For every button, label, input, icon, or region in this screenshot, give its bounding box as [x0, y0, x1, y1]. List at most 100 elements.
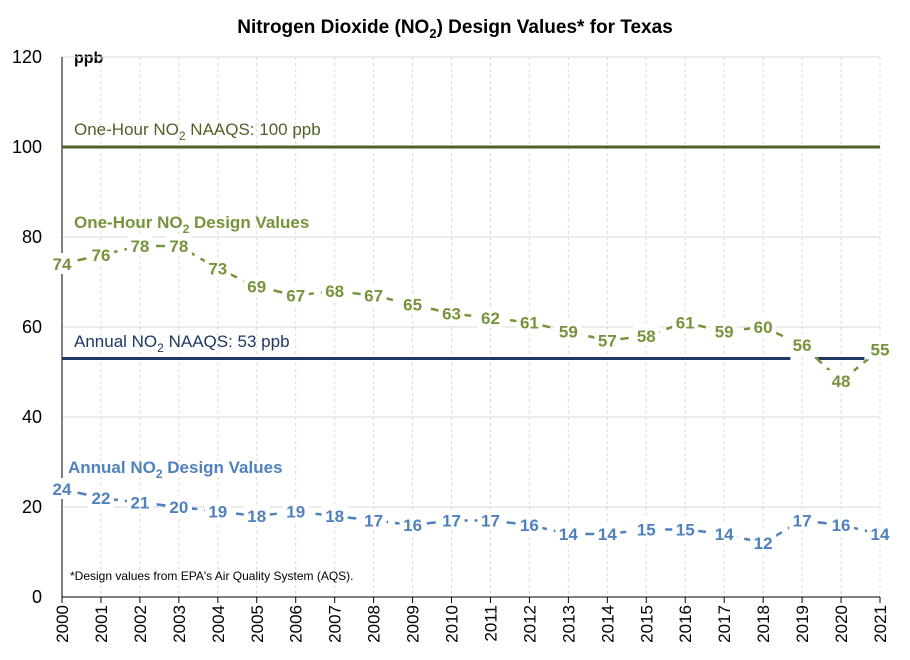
data-label-bg-0-2008: [360, 284, 387, 306]
data-label-0-2008: 67: [364, 287, 383, 306]
reference-lines: One-Hour NO2 NAAQS: 100 ppb Annual NO2 NA…: [62, 120, 880, 360]
data-label-1-2001: 22: [91, 489, 110, 508]
x-tick-label-2004: 2004: [209, 605, 228, 643]
data-label-bg-0-2004: [204, 257, 231, 279]
data-label-1-2016: 15: [676, 521, 695, 540]
data-label-bg-0-2006: [282, 284, 309, 306]
data-label-bg-1-2012: [516, 514, 543, 535]
data-series: [61, 244, 881, 545]
data-label-bg-1-2019: [789, 509, 816, 531]
data-label-1-2011: 17: [481, 512, 500, 531]
data-label-bg-1-2007: [321, 505, 348, 526]
data-label-bg-0-2001: [87, 244, 114, 265]
data-label-0-2014: 57: [598, 332, 617, 351]
data-label-1-2004: 19: [208, 503, 227, 522]
data-label-bg-1-2004: [204, 500, 231, 522]
y-tick-label-20: 20: [22, 497, 42, 517]
y-unit-label: ppb: [74, 50, 104, 67]
data-label-bg-1-2003: [165, 496, 192, 517]
data-label-0-2002: 78: [130, 237, 149, 256]
data-label-bg-0-2005: [243, 275, 270, 297]
data-label-0-2011: 62: [481, 309, 500, 328]
data-label-bg-1-2021: [867, 523, 893, 544]
data-label-bg-0-2017: [711, 320, 738, 342]
data-label-bg-0-2010: [438, 302, 465, 324]
chart-title: Nitrogen Dioxide (NO2) Design Values* fo…: [237, 17, 673, 41]
data-label-bg-0-2011: [477, 307, 504, 328]
data-label-0-2016: 61: [676, 314, 695, 333]
data-label-1-2021: 14: [871, 525, 890, 544]
data-label-bg-0-2002: [126, 235, 153, 256]
data-label-0-2000: 74: [53, 255, 72, 274]
x-tick-label-2017: 2017: [715, 605, 734, 643]
data-label-1-2005: 18: [247, 507, 266, 526]
x-tick-label-2012: 2012: [520, 605, 539, 643]
x-tick-label-2006: 2006: [287, 605, 306, 643]
data-label-bg-0-2019: [789, 334, 816, 355]
data-label-0-2010: 63: [442, 305, 461, 324]
y-tick-label-60: 60: [22, 317, 42, 337]
data-label-0-2018: 60: [754, 318, 773, 337]
reference-line-label-53: Annual NO2 NAAQS: 53 ppb: [74, 332, 290, 355]
x-tick-label-2005: 2005: [248, 605, 267, 643]
data-label-1-2008: 17: [364, 512, 383, 531]
data-label-bg-1-2018: [750, 532, 777, 553]
data-label-1-2007: 18: [325, 507, 344, 526]
data-label-bg-1-2020: [828, 514, 855, 535]
x-tick-label-2014: 2014: [598, 605, 617, 643]
data-label-0-2013: 59: [559, 323, 578, 342]
x-tick-label-2009: 2009: [404, 605, 423, 643]
data-label-1-2003: 20: [169, 498, 188, 517]
x-tick-label-2011: 2011: [481, 605, 500, 642]
data-label-bg-0-2000: [49, 253, 75, 274]
data-label-bg-1-2001: [87, 487, 114, 508]
data-label-1-2019: 17: [793, 512, 812, 531]
data-label-0-2015: 58: [637, 327, 656, 346]
y-tick-label-40: 40: [22, 407, 42, 427]
y-tick-label-0: 0: [32, 587, 42, 607]
data-label-bg-1-2014: [594, 523, 621, 544]
x-tick-label-2013: 2013: [559, 605, 578, 643]
x-tick-label-2010: 2010: [443, 605, 462, 643]
data-label-0-2006: 67: [286, 287, 305, 306]
data-label-0-2007: 68: [325, 282, 344, 301]
data-label-bg-0-2014: [594, 329, 621, 351]
footnote: *Design values from EPA's Air Quality Sy…: [70, 569, 354, 583]
data-label-1-2002: 21: [130, 494, 149, 513]
x-tick-label-2018: 2018: [754, 605, 773, 643]
data-label-bg-0-2009: [399, 293, 426, 315]
data-label-1-2018: 12: [754, 534, 773, 553]
data-label-bg-1-2008: [360, 509, 387, 531]
data-label-bg-0-2020: [828, 370, 855, 391]
data-label-1-2014: 14: [598, 525, 617, 544]
data-label-1-2015: 15: [637, 521, 656, 540]
data-label-1-2006: 19: [286, 503, 305, 522]
series-line-0: [61, 244, 881, 383]
data-label-0-2017: 59: [715, 323, 734, 342]
data-label-bg-1-2000: [49, 478, 75, 499]
data-label-0-2005: 69: [247, 278, 266, 297]
data-label-bg-1-2005: [243, 505, 270, 526]
data-label-0-2003: 78: [169, 237, 188, 256]
data-label-0-2004: 73: [208, 260, 227, 279]
data-label-1-2010: 17: [442, 512, 461, 531]
data-label-bg-0-2016: [672, 311, 699, 333]
data-label-bg-1-2010: [438, 509, 465, 531]
data-label-0-2021: 55: [871, 341, 890, 360]
axes: 0 20 40 60 80 100 120 2000 2001 2002 2003 2004 2005 2…: [12, 47, 890, 643]
data-label-1-2000: 24: [53, 480, 72, 499]
data-label-bg-1-2006: [282, 500, 309, 522]
x-tick-label-2015: 2015: [637, 605, 656, 643]
data-label-0-2019: 56: [793, 336, 812, 355]
data-label-bg-1-2002: [126, 491, 153, 513]
data-label-0-2001: 76: [91, 246, 110, 265]
data-label-bg-0-2003: [165, 235, 192, 256]
y-tick-label-100: 100: [12, 137, 42, 157]
data-label-bg-0-2015: [633, 325, 660, 346]
data-label-bg-0-2007: [321, 280, 348, 301]
x-tick-label-2007: 2007: [326, 605, 345, 643]
data-label-bg-0-2013: [555, 320, 582, 342]
data-label-bg-1-2015: [633, 518, 660, 540]
data-label-1-2012: 16: [520, 516, 539, 535]
data-label-1-2009: 16: [403, 516, 422, 535]
